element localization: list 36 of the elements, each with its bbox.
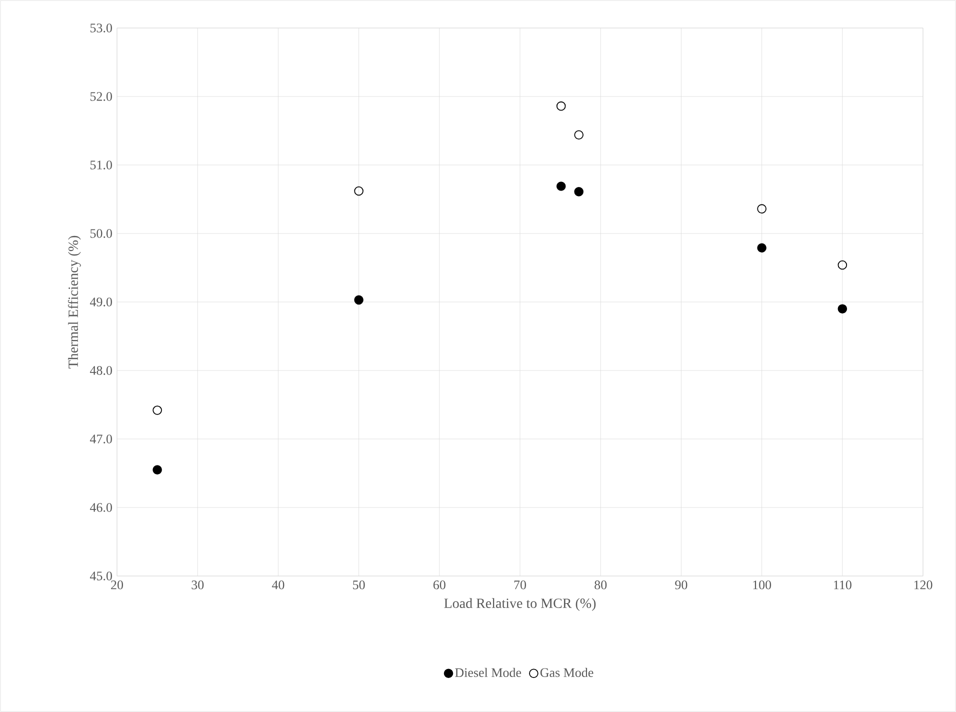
x-tick-label: 120 [914, 580, 932, 590]
y-tick-label: 48.0 [90, 366, 112, 375]
point [757, 204, 766, 214]
y-tick-label: 52.0 [90, 92, 112, 101]
point [556, 101, 566, 111]
point [838, 304, 848, 314]
x-tick-label: 100 [753, 580, 772, 590]
y-tick-label: 45.0 [90, 572, 112, 580]
legend-label: Diesel Mode [455, 668, 522, 678]
y-tick-label: 50.0 [90, 229, 112, 238]
point [354, 186, 364, 196]
y-tick-label: 49.0 [90, 298, 112, 306]
x-tick-label: 90 [675, 580, 688, 590]
x-tick-label: 80 [594, 580, 607, 590]
point [838, 260, 848, 270]
x-tick-label: 20 [111, 580, 124, 590]
x-tick-label: 40 [272, 580, 284, 590]
point [354, 295, 364, 305]
y-tick-label: 53.0 [90, 24, 112, 32]
x-tick-label: 110 [834, 580, 852, 590]
y-tick-label: 46.0 [90, 503, 112, 512]
y-tick-label: 51.0 [90, 160, 112, 170]
x-tick-label: 60 [433, 580, 446, 590]
x-tick-label: 50 [353, 580, 365, 590]
point [152, 465, 162, 474]
legend-label: Gas Mode [540, 668, 594, 678]
x-axis-title: Load Relative to MCR (%) [444, 598, 596, 611]
point [574, 187, 584, 196]
point [556, 182, 566, 191]
y-axis-title: Thermal Efficiency (%) [68, 236, 81, 368]
y-tick-label: 47.0 [90, 434, 112, 444]
point [757, 243, 766, 253]
x-tick-label: 70 [514, 580, 526, 590]
point [574, 130, 584, 140]
x-tick-label: 30 [192, 580, 204, 590]
point [152, 406, 162, 415]
